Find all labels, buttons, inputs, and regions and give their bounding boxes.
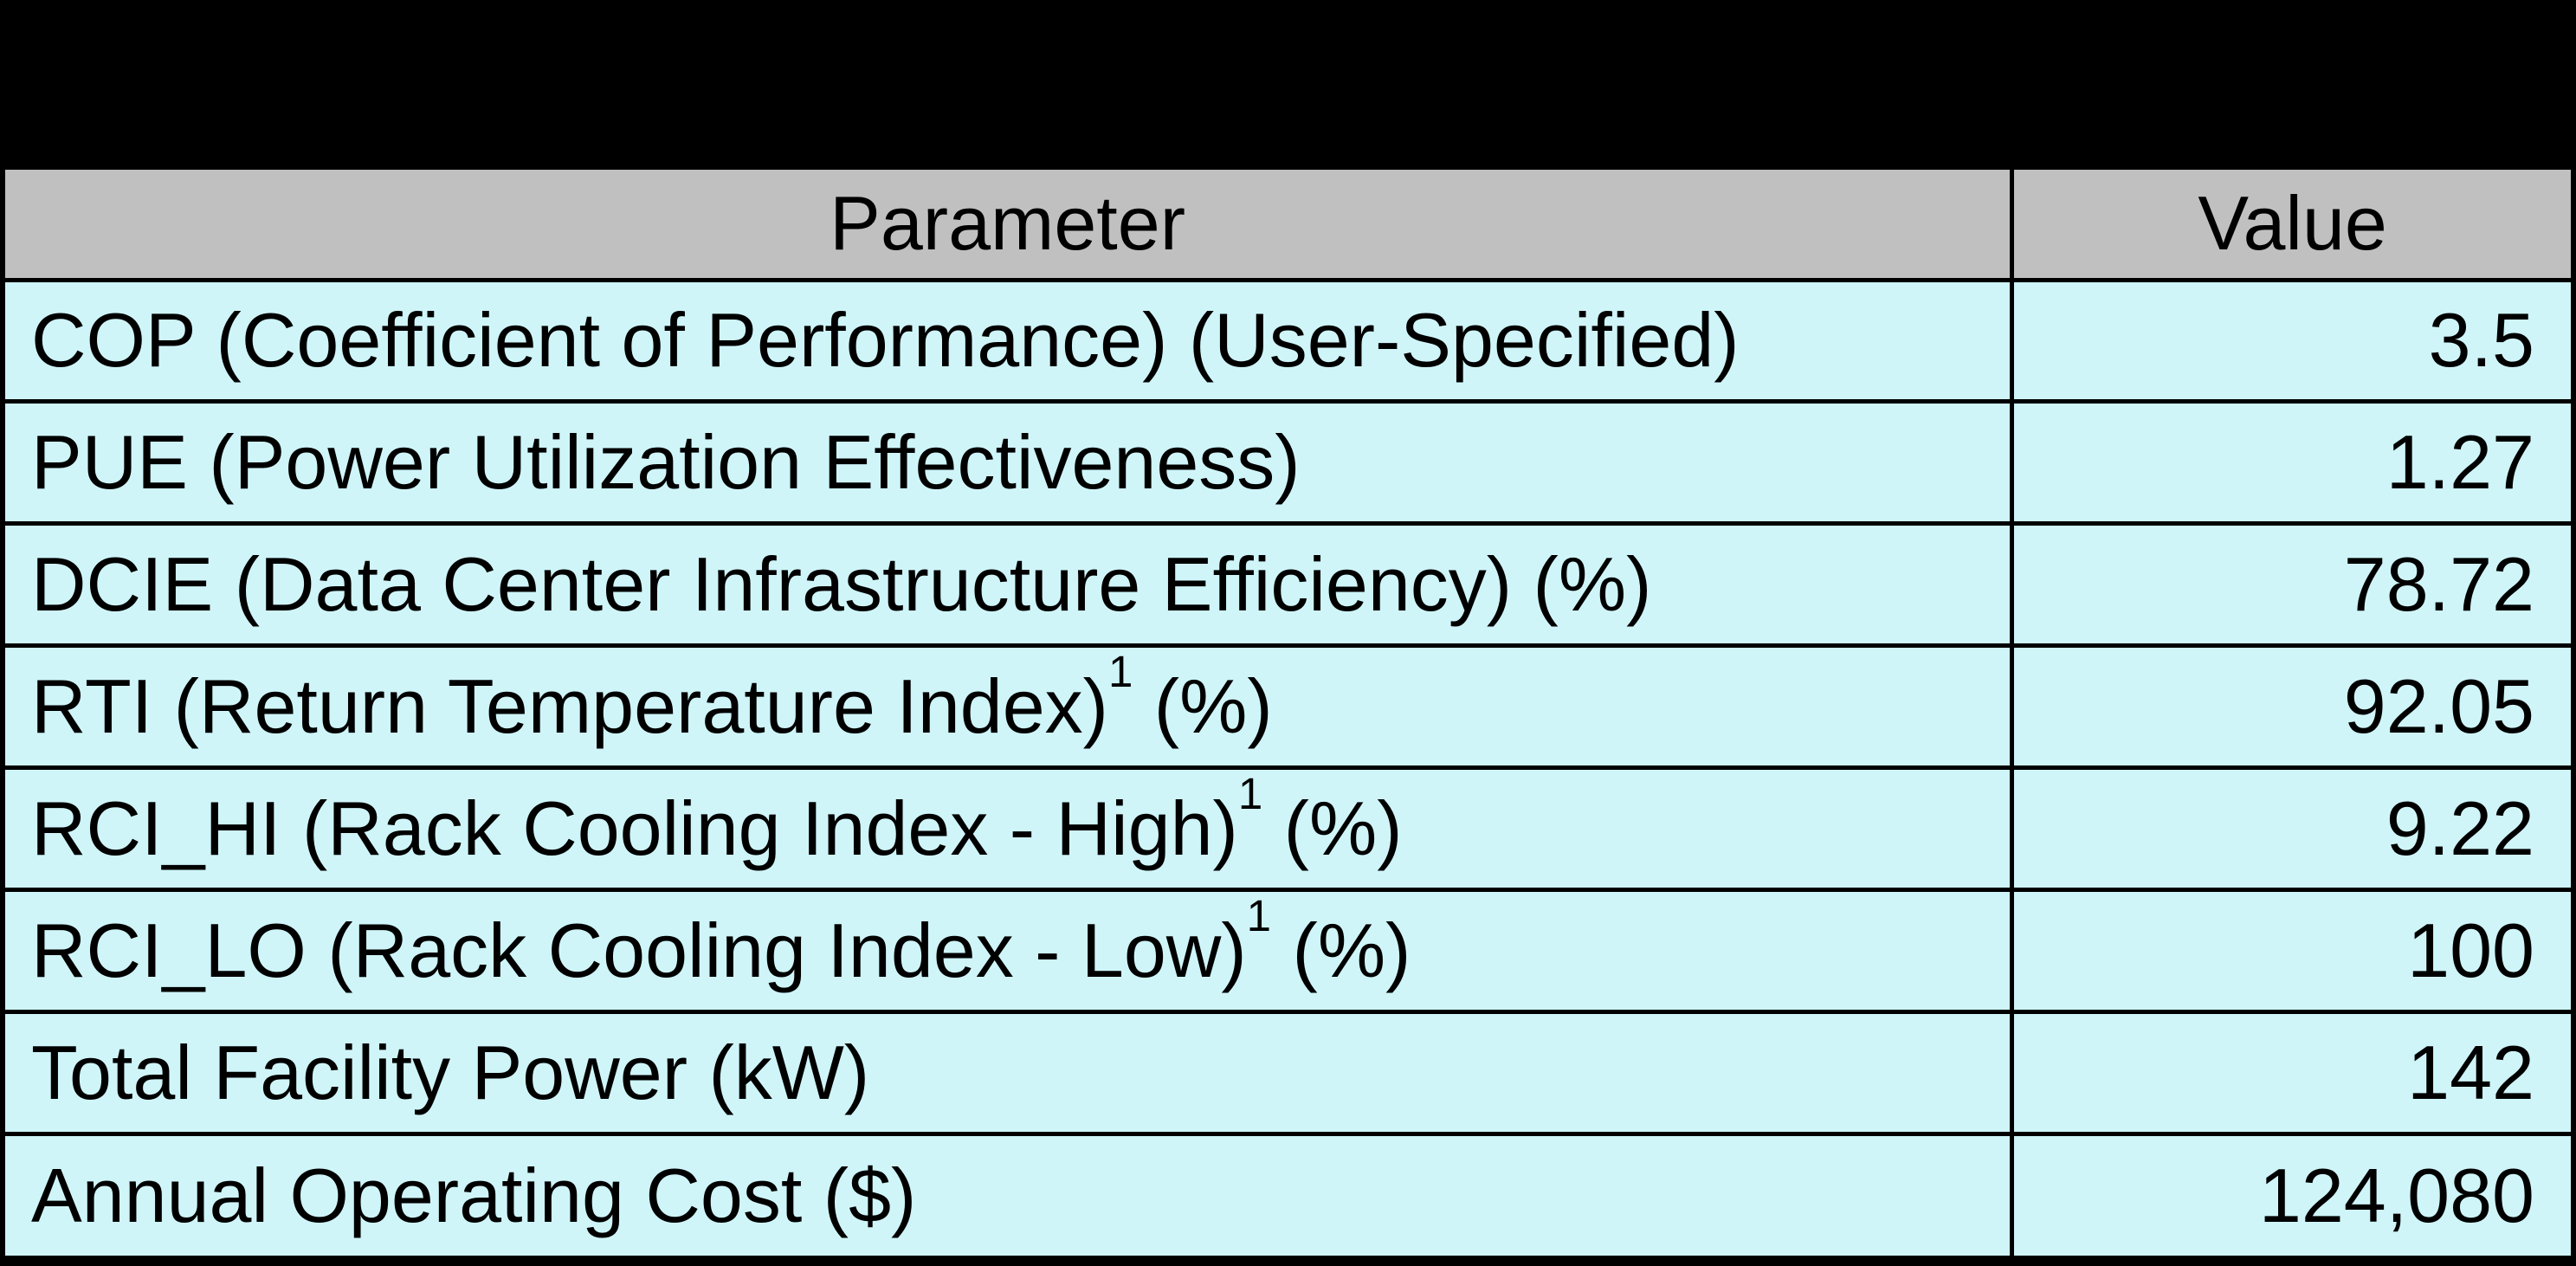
value-cell: 78.72 xyxy=(2010,521,2576,649)
parameter-text: RTI (Return Temperature Index) xyxy=(31,663,1108,750)
parameter-text: Total Facility Power (kW) xyxy=(31,1030,870,1116)
value-text: 78.72 xyxy=(2343,541,2534,628)
parameter-unit: (%) xyxy=(1262,785,1403,872)
table-row: COP (Coefficient of Performance) (User-S… xyxy=(0,277,2576,404)
footnote-marker: 1 xyxy=(1237,768,1263,818)
value-text: 92.05 xyxy=(2343,663,2534,750)
column-header-parameter: Parameter xyxy=(0,165,2015,282)
metrics-table: Parameter Value COP (Coefficient of Perf… xyxy=(0,165,2576,1266)
parameter-cell: COP (Coefficient of Performance) (User-S… xyxy=(0,277,2015,404)
table-row: Annual Operating Cost ($) 124,080 xyxy=(0,1132,2576,1263)
parameter-text: RCI_LO (Rack Cooling Index - Low) xyxy=(31,908,1247,994)
table-row: Total Facility Power (kW) 142 xyxy=(0,1010,2576,1137)
parameter-cell: RCI_HI (Rack Cooling Index - High)1 (%) xyxy=(0,765,2015,893)
parameter-text: PUE (Power Utilization Effectiveness) xyxy=(31,419,1301,506)
value-text: 3.5 xyxy=(2428,297,2534,384)
parameter-unit: (%) xyxy=(1133,663,1273,750)
table-row: RTI (Return Temperature Index)1 (%) 92.0… xyxy=(0,643,2576,771)
table-row: RCI_LO (Rack Cooling Index - Low)1 (%) 1… xyxy=(0,888,2576,1015)
value-text: 100 xyxy=(2407,908,2534,994)
footnote-marker: 1 xyxy=(1107,646,1133,696)
table-row: PUE (Power Utilization Effectiveness) 1.… xyxy=(0,399,2576,526)
column-header-value: Value xyxy=(2010,165,2576,282)
value-cell: 1.27 xyxy=(2010,399,2576,526)
value-cell: 142 xyxy=(2010,1010,2576,1137)
value-cell: 100 xyxy=(2010,888,2576,1015)
parameter-cell: DCIE (Data Center Infrastructure Efficie… xyxy=(0,521,2015,649)
parameter-cell: PUE (Power Utilization Effectiveness) xyxy=(0,399,2015,526)
parameter-text: DCIE (Data Center Infrastructure Efficie… xyxy=(31,541,1652,628)
parameter-text: RCI_HI (Rack Cooling Index - High) xyxy=(31,785,1238,872)
table-row: RCI_HI (Rack Cooling Index - High)1 (%) … xyxy=(0,765,2576,893)
value-text: 142 xyxy=(2407,1030,2534,1116)
parameter-cell: Total Facility Power (kW) xyxy=(0,1010,2015,1137)
parameter-cell: RCI_LO (Rack Cooling Index - Low)1 (%) xyxy=(0,888,2015,1015)
value-cell: 124,080 xyxy=(2010,1132,2576,1263)
table-row: DCIE (Data Center Infrastructure Efficie… xyxy=(0,521,2576,649)
value-text: 9.22 xyxy=(2386,785,2534,872)
value-text: 124,080 xyxy=(2258,1153,2534,1238)
value-cell: 9.22 xyxy=(2010,765,2576,893)
value-text: 1.27 xyxy=(2386,419,2534,506)
parameter-cell: Annual Operating Cost ($) xyxy=(0,1132,2015,1263)
footnote-marker: 1 xyxy=(1246,890,1272,940)
parameter-cell: RTI (Return Temperature Index)1 (%) xyxy=(0,643,2015,771)
top-black-banner xyxy=(0,0,2576,165)
parameter-text: COP (Coefficient of Performance) (User-S… xyxy=(31,297,1740,384)
parameter-text: Annual Operating Cost ($) xyxy=(31,1153,917,1238)
table-header-row: Parameter Value xyxy=(0,165,2576,282)
parameter-unit: (%) xyxy=(1271,908,1411,994)
value-cell: 3.5 xyxy=(2010,277,2576,404)
value-cell: 92.05 xyxy=(2010,643,2576,771)
